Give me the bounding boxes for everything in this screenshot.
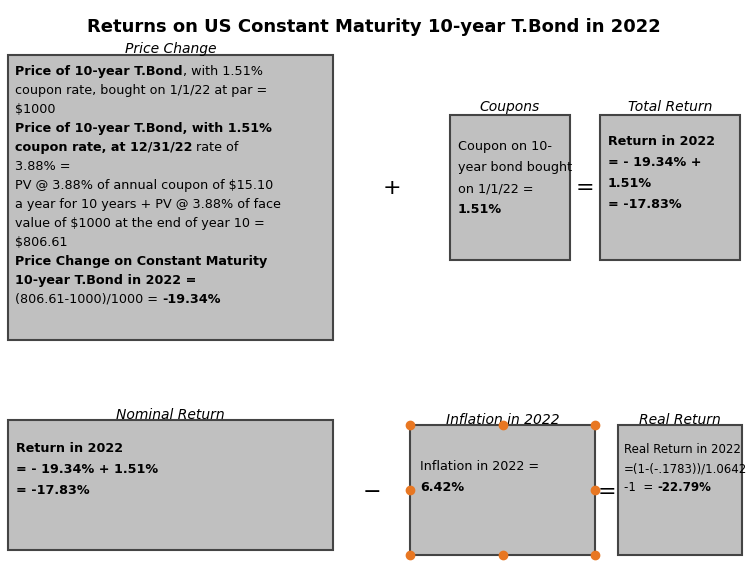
Text: on 1/1/22 =: on 1/1/22 = bbox=[458, 182, 533, 195]
Text: coupon rate, bought on 1/1/22 at par =: coupon rate, bought on 1/1/22 at par = bbox=[15, 84, 267, 97]
Text: -1  =: -1 = bbox=[624, 481, 657, 494]
Text: =: = bbox=[597, 482, 616, 502]
Text: Real Return in 2022: Real Return in 2022 bbox=[624, 443, 741, 456]
Text: =(1-(-.1783))/1.0642: =(1-(-.1783))/1.0642 bbox=[624, 462, 747, 475]
Text: coupon rate, at 12/31/22: coupon rate, at 12/31/22 bbox=[15, 141, 193, 154]
Text: -19.34%: -19.34% bbox=[162, 293, 220, 306]
Text: Price Change: Price Change bbox=[125, 42, 216, 56]
FancyBboxPatch shape bbox=[450, 115, 570, 260]
Text: Total Return: Total Return bbox=[627, 100, 712, 114]
Text: , with 1.51%: , with 1.51% bbox=[182, 65, 263, 78]
Text: Inflation in 2022 =: Inflation in 2022 = bbox=[420, 460, 539, 473]
Text: 1.51%: 1.51% bbox=[458, 203, 502, 216]
Text: 6.42%: 6.42% bbox=[420, 481, 464, 494]
Text: Inflation in 2022: Inflation in 2022 bbox=[446, 413, 560, 427]
FancyBboxPatch shape bbox=[8, 55, 333, 340]
Text: rate of: rate of bbox=[193, 141, 239, 154]
Text: Return in 2022: Return in 2022 bbox=[16, 442, 123, 455]
Text: $806.61: $806.61 bbox=[15, 236, 67, 249]
Text: 3.88% =: 3.88% = bbox=[15, 160, 70, 173]
Text: value of $1000 at the end of year 10 =: value of $1000 at the end of year 10 = bbox=[15, 217, 264, 230]
Text: =: = bbox=[576, 178, 595, 198]
Text: = -17.83%: = -17.83% bbox=[16, 484, 90, 497]
Text: −: − bbox=[362, 482, 381, 502]
Text: year bond bought: year bond bought bbox=[458, 161, 572, 174]
Text: (806.61-1000)/1000 =: (806.61-1000)/1000 = bbox=[15, 293, 162, 306]
Text: = - 19.34% +: = - 19.34% + bbox=[608, 156, 701, 169]
FancyBboxPatch shape bbox=[600, 115, 740, 260]
Text: 1.51%: 1.51% bbox=[608, 177, 652, 190]
Text: Returns on US Constant Maturity 10-year T.Bond in 2022: Returns on US Constant Maturity 10-year … bbox=[87, 18, 660, 36]
Text: Coupons: Coupons bbox=[480, 100, 540, 114]
Text: +: + bbox=[382, 178, 401, 198]
Text: 10-year T.Bond in 2022 =: 10-year T.Bond in 2022 = bbox=[15, 274, 196, 287]
FancyBboxPatch shape bbox=[618, 425, 742, 555]
Text: Price Change on Constant Maturity: Price Change on Constant Maturity bbox=[15, 255, 267, 268]
Text: PV @ 3.88% of annual coupon of $15.10: PV @ 3.88% of annual coupon of $15.10 bbox=[15, 179, 273, 192]
FancyBboxPatch shape bbox=[410, 425, 595, 555]
Text: a year for 10 years + PV @ 3.88% of face: a year for 10 years + PV @ 3.88% of face bbox=[15, 198, 281, 211]
Text: Price of 10-year T.Bond, with 1.51%: Price of 10-year T.Bond, with 1.51% bbox=[15, 122, 272, 135]
Text: -22.79%: -22.79% bbox=[657, 481, 711, 494]
Text: $1000: $1000 bbox=[15, 103, 55, 116]
Text: Price of 10-year T.Bond: Price of 10-year T.Bond bbox=[15, 65, 182, 78]
Text: = -17.83%: = -17.83% bbox=[608, 198, 681, 211]
Text: = - 19.34% + 1.51%: = - 19.34% + 1.51% bbox=[16, 463, 158, 476]
Text: Return in 2022: Return in 2022 bbox=[608, 135, 715, 148]
Text: Real Return: Real Return bbox=[639, 413, 721, 427]
FancyBboxPatch shape bbox=[8, 420, 333, 550]
Text: Coupon on 10-: Coupon on 10- bbox=[458, 140, 552, 153]
Text: Nominal Return: Nominal Return bbox=[117, 408, 225, 422]
